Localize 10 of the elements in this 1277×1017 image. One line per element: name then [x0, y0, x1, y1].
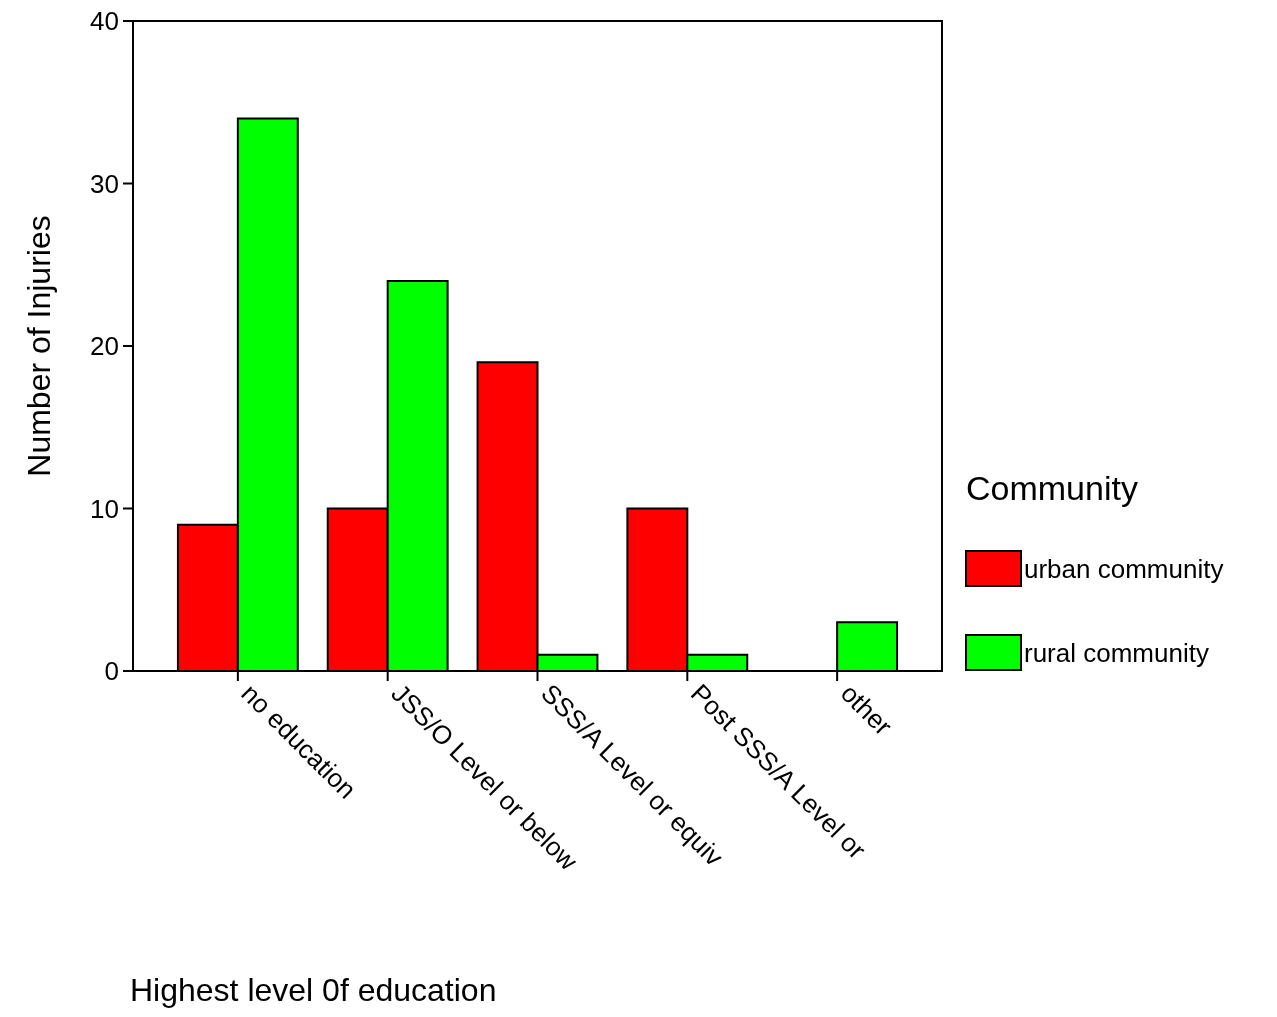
- legend-title: Community: [966, 468, 1138, 507]
- y-tick-label: 40: [90, 6, 119, 37]
- x-axis-title: Highest level 0f education: [130, 971, 497, 1008]
- y-tick-label: 30: [90, 168, 119, 199]
- legend-label: urban community: [1024, 554, 1224, 585]
- y-tick-label: 0: [104, 656, 119, 687]
- y-tick-label: 20: [90, 331, 119, 362]
- y-tick-label: 10: [90, 493, 119, 524]
- y-axis-title: Number of Injuries: [21, 215, 57, 477]
- legend-label: rural community: [1024, 638, 1209, 669]
